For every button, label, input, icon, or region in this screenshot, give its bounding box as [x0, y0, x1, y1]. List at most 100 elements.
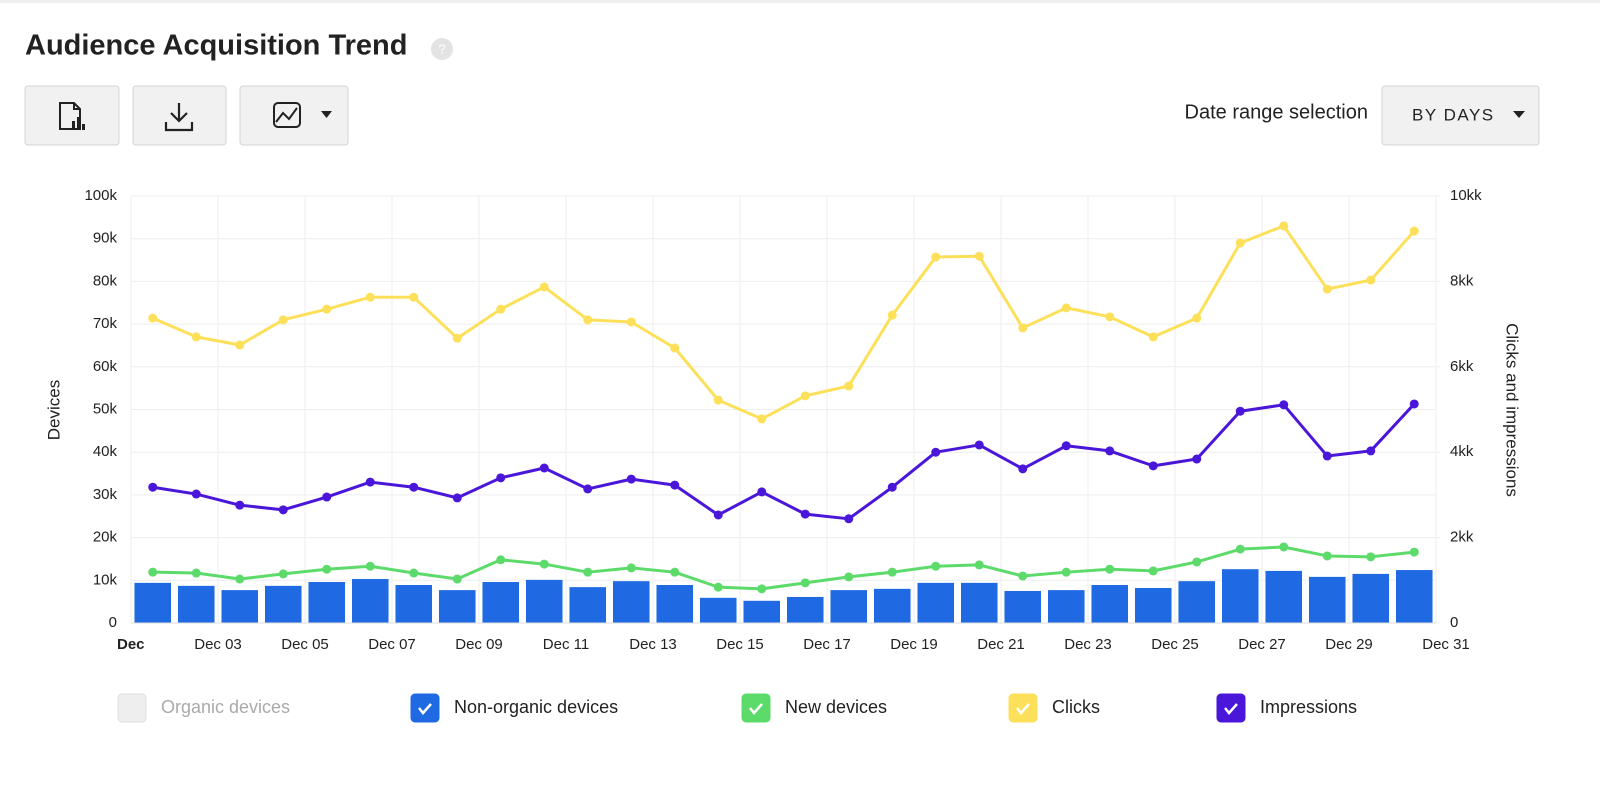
bar [177, 585, 215, 623]
bar [221, 590, 259, 623]
point [1018, 464, 1028, 474]
legend-label: Clicks [1052, 697, 1100, 717]
point [1192, 313, 1202, 323]
point [148, 482, 158, 492]
bar [1047, 590, 1085, 623]
date-range-label: Date range selection [1185, 101, 1368, 123]
point [322, 304, 332, 314]
point [1105, 446, 1115, 456]
point [670, 567, 680, 577]
y-tick-label: 90k [93, 230, 118, 247]
line [152, 402, 1416, 521]
x-tick-label: Dec 09 [455, 636, 503, 653]
point [1061, 441, 1071, 451]
point [365, 561, 375, 571]
bar [525, 579, 563, 623]
point [148, 313, 158, 323]
bar [264, 585, 302, 623]
legend-checkbox [1008, 693, 1038, 723]
point [322, 564, 332, 574]
x-tick-label: Dec 05 [281, 636, 329, 653]
point [1061, 303, 1071, 313]
point [191, 489, 201, 499]
point [322, 492, 332, 502]
legend-checkbox [117, 693, 147, 723]
bar [1091, 584, 1129, 623]
point [1192, 454, 1202, 464]
point [757, 487, 767, 497]
bar [395, 584, 433, 623]
point [278, 569, 288, 579]
point [1366, 446, 1376, 456]
point [452, 493, 462, 503]
chart-type-button[interactable] [239, 85, 349, 146]
point [1279, 221, 1289, 231]
point [496, 304, 506, 314]
report-button[interactable] [24, 85, 120, 146]
point [1279, 400, 1289, 410]
y2-tick-label: 6kk [1450, 358, 1474, 375]
y-tick-label: 100k [84, 187, 117, 204]
point [1322, 451, 1332, 461]
legend-item[interactable]: Clicks [1008, 693, 1100, 723]
point [539, 559, 549, 569]
y2-tick-label: 2kk [1450, 529, 1474, 546]
x-tick-label: Dec 23 [1064, 636, 1112, 653]
point [365, 292, 375, 302]
download-button[interactable] [132, 85, 227, 146]
legend-item[interactable]: Impressions [1216, 693, 1357, 723]
bar [917, 582, 955, 623]
point [1192, 557, 1202, 567]
point [887, 482, 897, 492]
bar [569, 587, 607, 623]
point [1018, 571, 1028, 581]
point [191, 568, 201, 578]
date-range-dropdown[interactable] [1381, 85, 1540, 146]
bar [1178, 581, 1216, 623]
bar [1308, 576, 1346, 623]
point [844, 514, 854, 524]
point [496, 473, 506, 483]
x-tick-label: Dec 27 [1238, 636, 1286, 653]
point [1235, 406, 1245, 416]
point [191, 332, 201, 342]
point [1148, 332, 1158, 342]
point [1235, 238, 1245, 248]
point [539, 282, 549, 292]
point [974, 440, 984, 450]
x-tick-label: Dec [117, 636, 145, 653]
legend-label: Non-organic devices [454, 697, 618, 717]
y-tick-label: 60k [93, 358, 118, 375]
point [1409, 226, 1419, 236]
legend-item[interactable]: New devices [741, 693, 887, 723]
y-tick-label: 20k [93, 529, 118, 546]
date-range-value: BY DAYS [1412, 105, 1495, 124]
point [887, 567, 897, 577]
bar [873, 588, 911, 623]
checkmark [1224, 703, 1238, 715]
point [931, 252, 941, 262]
bar [786, 596, 824, 623]
bar [1221, 569, 1259, 623]
point [1061, 567, 1071, 577]
point [583, 567, 593, 577]
x-tick-label: Dec 07 [368, 636, 416, 653]
y-tick-label: 70k [93, 315, 118, 332]
point [713, 510, 723, 520]
help-icon[interactable] [431, 38, 453, 60]
legend-item[interactable]: Organic devices [117, 693, 290, 723]
point [887, 310, 897, 320]
legend-checkbox [410, 693, 440, 723]
line [152, 224, 1416, 421]
bar [699, 597, 737, 623]
bar [830, 590, 868, 623]
point [1148, 566, 1158, 576]
point [800, 509, 810, 519]
bar [612, 581, 650, 623]
point [235, 340, 245, 350]
point [974, 560, 984, 570]
bar [1352, 573, 1390, 623]
legend-item[interactable]: Non-organic devices [410, 693, 618, 723]
bar [1395, 570, 1433, 623]
